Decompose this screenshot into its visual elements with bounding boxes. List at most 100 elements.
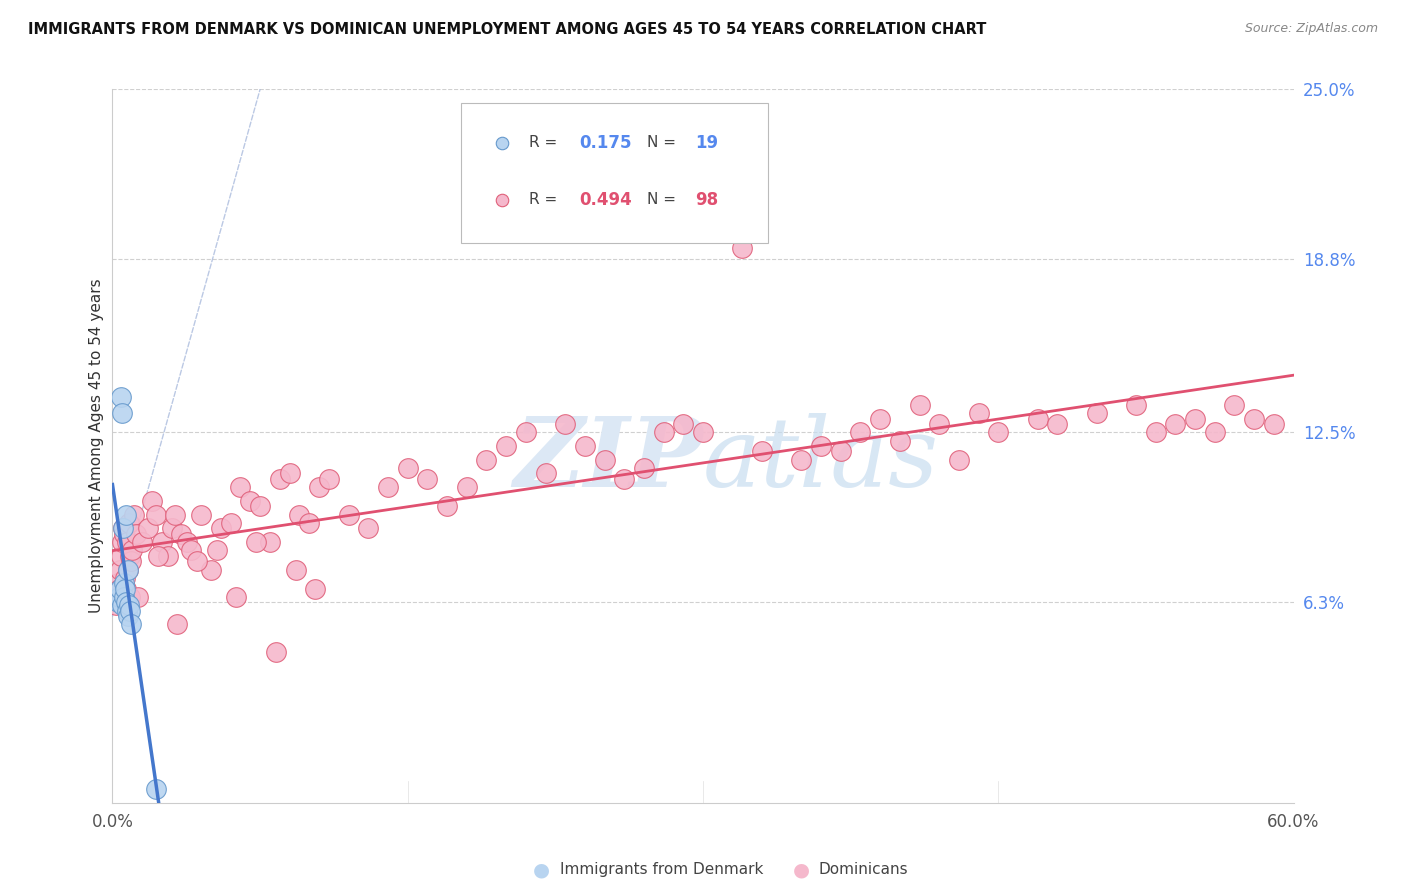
Point (108, 582, 131, 596)
Text: Immigrants from Denmark: Immigrants from Denmark (560, 863, 763, 877)
Point (127, 590, 149, 604)
Point (111, 598, 134, 612)
Point (118, 598, 141, 612)
Point (156, 549, 179, 563)
Point (534, 467, 557, 481)
Point (284, 562, 307, 576)
Text: ●: ● (533, 860, 550, 880)
Point (908, 398, 931, 412)
Point (120, 590, 142, 604)
Point (1184, 411, 1206, 425)
Point (1204, 425, 1226, 440)
Point (288, 508, 311, 522)
Point (120, 554, 142, 568)
Point (396, 461, 419, 475)
Point (205, 543, 228, 558)
Point (475, 452, 498, 467)
Point (107, 595, 129, 609)
Point (111, 590, 134, 604)
Point (150, 535, 173, 549)
Point (110, 562, 132, 576)
Text: Source: ZipAtlas.com: Source: ZipAtlas.com (1244, 22, 1378, 36)
Point (219, 516, 242, 530)
Point (1125, 398, 1147, 412)
Point (1026, 411, 1049, 425)
Point (416, 472, 439, 486)
Text: Dominicans: Dominicans (818, 863, 908, 877)
Point (810, 439, 832, 453)
Point (112, 521, 135, 535)
Point (239, 494, 262, 508)
Point (574, 439, 596, 453)
Point (120, 604, 142, 618)
Point (120, 617, 142, 632)
Point (145, 508, 167, 522)
Point (115, 535, 138, 549)
Point (849, 425, 872, 440)
Point (357, 521, 380, 535)
Text: IMMIGRANTS FROM DENMARK VS DOMINICAN UNEMPLOYMENT AMONG AGES 45 TO 54 YEARS CORR: IMMIGRANTS FROM DENMARK VS DOMINICAN UNE… (28, 22, 987, 37)
Point (298, 516, 321, 530)
Point (613, 472, 636, 486)
Text: 98: 98 (695, 191, 718, 209)
Text: R =: R = (530, 193, 562, 207)
Point (889, 434, 911, 448)
Point (114, 571, 136, 585)
Text: N =: N = (648, 193, 682, 207)
Text: ZIP: ZIP (513, 413, 703, 508)
Text: 19: 19 (695, 134, 718, 152)
Point (141, 494, 163, 508)
Point (436, 500, 458, 514)
Point (1164, 417, 1187, 431)
Point (112, 521, 135, 535)
Point (1223, 398, 1246, 412)
Point (304, 582, 326, 596)
Point (176, 535, 198, 549)
Point (515, 425, 537, 440)
Point (121, 543, 143, 558)
Point (652, 425, 675, 440)
Point (308, 480, 330, 494)
Point (160, 521, 183, 535)
Point (112, 526, 135, 541)
Point (229, 480, 252, 494)
Point (117, 562, 139, 576)
Point (120, 549, 142, 563)
Point (209, 521, 232, 535)
Point (633, 461, 655, 475)
Point (110, 390, 132, 404)
Point (318, 472, 340, 486)
Point (190, 508, 212, 522)
Point (672, 417, 695, 431)
Point (249, 500, 271, 514)
Point (166, 617, 188, 632)
Point (692, 425, 714, 440)
Point (110, 582, 132, 596)
Point (245, 535, 267, 549)
Point (967, 406, 990, 420)
Point (928, 417, 950, 431)
Text: ●: ● (793, 860, 810, 880)
Point (456, 480, 478, 494)
Point (731, 241, 754, 255)
Point (110, 549, 132, 563)
Point (114, 582, 136, 596)
FancyBboxPatch shape (461, 103, 768, 243)
Point (200, 562, 222, 576)
Point (165, 508, 187, 522)
Point (377, 480, 399, 494)
Point (1243, 411, 1265, 425)
Point (1144, 425, 1167, 440)
Point (278, 467, 301, 481)
Point (1263, 417, 1285, 431)
Point (751, 444, 773, 458)
Point (180, 543, 202, 558)
Point (1046, 417, 1069, 431)
Point (111, 535, 134, 549)
Text: N =: N = (648, 136, 682, 150)
Point (264, 645, 287, 659)
Point (115, 604, 138, 618)
Point (136, 521, 159, 535)
Point (105, 598, 128, 612)
Point (111, 406, 134, 420)
